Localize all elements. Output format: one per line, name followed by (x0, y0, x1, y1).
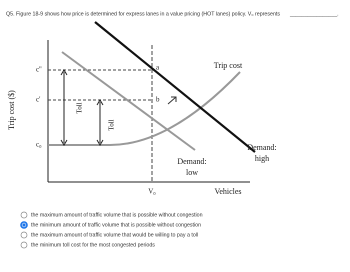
demand-low-label: low (186, 168, 198, 177)
demand-high-line (94, 21, 256, 153)
option[interactable]: the minimum toll cost for the most conge… (20, 241, 155, 249)
point-label: a (156, 64, 160, 72)
trip-cost-label: Trip cost (214, 61, 243, 70)
cost-label: c'' (36, 66, 42, 74)
shift-arrow (167, 96, 177, 105)
demand-low-label: Demand: (177, 157, 206, 166)
option-text: the maximum amount of traffic volume tha… (31, 232, 198, 238)
toll-label: Toll (76, 102, 84, 113)
demand-high-label: high (255, 154, 269, 163)
toll-arrowheads (96, 99, 104, 146)
point-label: b (156, 96, 160, 104)
y-axis-label: Trip cost ($) (7, 90, 16, 130)
radio-dot (22, 223, 26, 227)
question: Q5. Figure 18-9 shows how price is deter… (6, 11, 339, 17)
v0-label: V₀ (148, 188, 156, 196)
cost-label: c' (36, 96, 40, 104)
cost-label: c₀ (36, 141, 42, 149)
option[interactable]: the maximum amount of traffic volume tha… (20, 211, 203, 219)
question-text: Q5. Figure 18-9 shows how price is deter… (6, 11, 280, 17)
radio-button[interactable] (20, 231, 28, 239)
x-axis-label: Vehicles (214, 187, 241, 196)
figure: Trip cost ($) c'' c' c₀ Toll Toll a b Tr… (7, 21, 277, 196)
answer-blank: ________________. (289, 11, 339, 17)
toll-arrowheads (60, 69, 68, 146)
radio-button[interactable] (20, 241, 28, 249)
option[interactable]: the minimum amount of traffic volume tha… (20, 221, 201, 229)
radio-button[interactable] (20, 211, 28, 219)
toll-label: Toll (108, 119, 116, 130)
option-text: the maximum amount of traffic volume tha… (31, 212, 203, 218)
option[interactable]: the maximum amount of traffic volume tha… (20, 231, 198, 239)
demand-high-label: Demand: (247, 143, 276, 152)
option-text: the minimum toll cost for the most conge… (31, 242, 155, 248)
option-text: the minimum amount of traffic volume tha… (31, 222, 201, 228)
demand-low-line (61, 51, 196, 151)
options: the maximum amount of traffic volume tha… (20, 211, 203, 249)
